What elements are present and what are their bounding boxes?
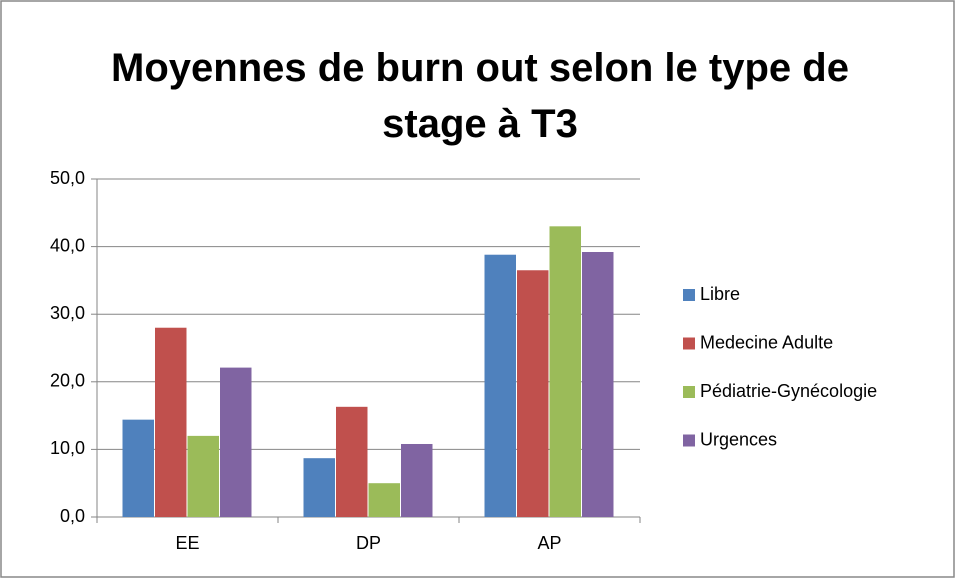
bar bbox=[517, 270, 549, 517]
y-tick-label: 20,0 bbox=[50, 371, 85, 391]
legend-swatch bbox=[683, 289, 695, 301]
y-tick-label: 10,0 bbox=[50, 438, 85, 458]
legend-label: Pédiatrie-Gynécologie bbox=[700, 381, 877, 401]
y-tick-label: 30,0 bbox=[50, 303, 85, 323]
bar bbox=[220, 367, 252, 517]
bar bbox=[401, 443, 433, 517]
bar bbox=[155, 327, 187, 517]
bar bbox=[582, 252, 614, 517]
legend-label: Urgences bbox=[700, 429, 777, 449]
y-tick-label: 50,0 bbox=[50, 168, 85, 188]
bar bbox=[549, 226, 581, 517]
bar bbox=[368, 483, 400, 517]
x-tick-label: DP bbox=[356, 533, 381, 553]
bar bbox=[122, 419, 154, 517]
legend-label: Libre bbox=[700, 284, 740, 304]
legend-swatch bbox=[683, 386, 695, 398]
x-tick-label: AP bbox=[537, 533, 561, 553]
y-tick-label: 40,0 bbox=[50, 235, 85, 255]
bar bbox=[484, 254, 516, 517]
legend-label: Medecine Adulte bbox=[700, 332, 833, 352]
x-tick-label: EE bbox=[175, 533, 199, 553]
legend-swatch bbox=[683, 337, 695, 350]
chart-title: Moyennes de burn out selon le type de st… bbox=[111, 46, 849, 146]
bar bbox=[303, 458, 335, 517]
y-tick-label: 0,0 bbox=[60, 506, 85, 526]
bar bbox=[336, 406, 368, 517]
legend-swatch bbox=[683, 434, 695, 447]
bar bbox=[187, 435, 219, 517]
